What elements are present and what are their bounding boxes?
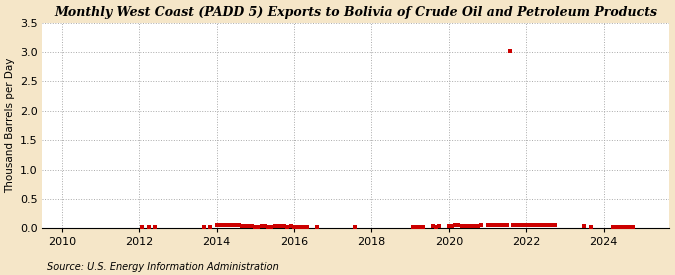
- Point: [443, 224, 454, 228]
- Point: [469, 224, 480, 228]
- Point: [456, 224, 467, 228]
- Point: [495, 223, 506, 228]
- Point: [298, 224, 309, 229]
- Point: [269, 224, 280, 228]
- Point: [418, 224, 429, 229]
- Point: [221, 223, 232, 227]
- Point: [250, 224, 261, 229]
- Point: [527, 223, 538, 227]
- Point: [472, 224, 483, 228]
- Point: [531, 223, 541, 227]
- Point: [450, 223, 460, 228]
- Point: [273, 224, 284, 228]
- Point: [259, 224, 270, 228]
- Point: [427, 224, 438, 228]
- Point: [215, 223, 225, 228]
- Point: [463, 224, 474, 228]
- Point: [447, 224, 458, 228]
- Point: [266, 224, 277, 229]
- Point: [534, 223, 545, 227]
- Y-axis label: Thousand Barrels per Day: Thousand Barrels per Day: [5, 58, 16, 193]
- Point: [460, 224, 470, 228]
- Point: [137, 225, 148, 229]
- Point: [234, 223, 244, 228]
- Point: [286, 224, 296, 228]
- Point: [217, 223, 228, 228]
- Point: [485, 223, 496, 228]
- Point: [350, 224, 360, 229]
- Point: [279, 224, 290, 228]
- Point: [246, 224, 257, 228]
- Point: [21, 226, 32, 231]
- Point: [256, 224, 267, 228]
- Point: [627, 224, 638, 229]
- Point: [414, 224, 425, 229]
- Point: [253, 224, 264, 229]
- Point: [537, 223, 547, 227]
- Point: [292, 224, 302, 229]
- Point: [547, 223, 558, 228]
- Point: [476, 223, 487, 228]
- Point: [579, 224, 590, 228]
- Point: [275, 224, 286, 228]
- Point: [466, 224, 477, 228]
- Point: [150, 225, 161, 229]
- Point: [492, 223, 503, 228]
- Point: [411, 224, 422, 229]
- Point: [508, 223, 518, 228]
- Point: [608, 224, 619, 229]
- Point: [505, 49, 516, 54]
- Point: [524, 223, 535, 227]
- Point: [453, 223, 464, 228]
- Point: [489, 223, 500, 228]
- Point: [282, 224, 293, 229]
- Point: [518, 223, 529, 228]
- Point: [311, 225, 322, 229]
- Point: [240, 224, 251, 228]
- Point: [263, 224, 273, 229]
- Point: [511, 223, 522, 228]
- Point: [550, 223, 561, 228]
- Point: [621, 224, 632, 229]
- Point: [211, 223, 222, 228]
- Point: [227, 223, 238, 227]
- Point: [434, 224, 445, 228]
- Point: [431, 224, 441, 229]
- Point: [237, 224, 248, 228]
- Text: Source: U.S. Energy Information Administration: Source: U.S. Energy Information Administ…: [47, 262, 279, 272]
- Point: [614, 224, 625, 229]
- Point: [521, 223, 532, 227]
- Point: [244, 224, 254, 228]
- Point: [205, 224, 215, 229]
- Point: [230, 223, 241, 228]
- Point: [624, 224, 635, 229]
- Point: [295, 224, 306, 229]
- Point: [498, 223, 509, 228]
- Point: [618, 224, 628, 229]
- Point: [482, 223, 493, 228]
- Point: [611, 224, 622, 229]
- Point: [543, 223, 554, 228]
- Point: [540, 223, 551, 227]
- Point: [224, 223, 235, 227]
- Point: [143, 225, 154, 229]
- Title: Monthly West Coast (PADD 5) Exports to Bolivia of Crude Oil and Petroleum Produc: Monthly West Coast (PADD 5) Exports to B…: [55, 6, 657, 18]
- Point: [502, 223, 512, 228]
- Point: [408, 224, 418, 229]
- Point: [288, 224, 299, 229]
- Point: [585, 225, 596, 229]
- Point: [198, 224, 209, 229]
- Point: [302, 225, 313, 229]
- Point: [514, 223, 525, 228]
